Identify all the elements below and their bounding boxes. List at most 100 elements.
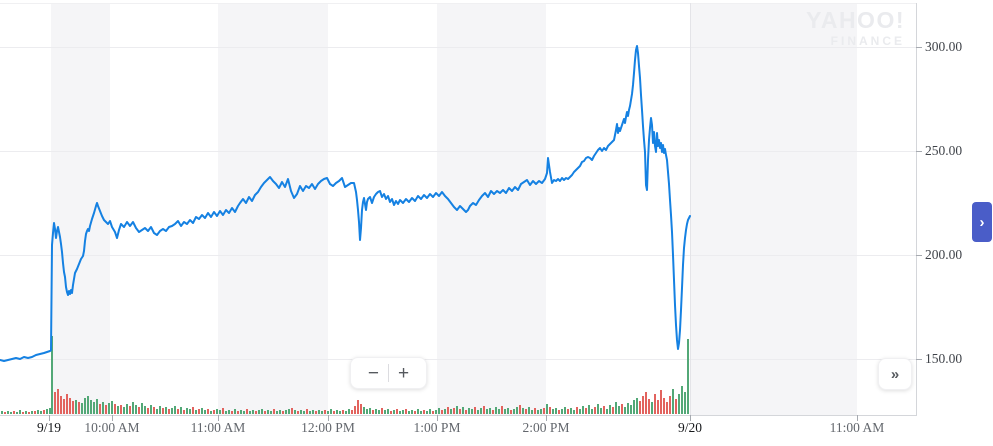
- volume-bar: [63, 399, 65, 414]
- volume-bar: [183, 410, 185, 414]
- volume-bar: [252, 410, 254, 414]
- volume-bar: [660, 390, 662, 414]
- volume-bar: [105, 405, 107, 414]
- price-line: [0, 45, 691, 362]
- volume-bar: [549, 407, 551, 414]
- volume-bar: [612, 407, 614, 414]
- volume-bar: [633, 400, 635, 414]
- volume-bar: [459, 409, 461, 414]
- volume-bar: [123, 407, 125, 414]
- volume-bar: [504, 409, 506, 414]
- volume-bar: [213, 410, 215, 414]
- volume-bar: [276, 411, 278, 414]
- expand-chart-button[interactable]: »: [878, 358, 912, 390]
- volume-bar: [40, 411, 42, 414]
- volume-bar: [69, 398, 71, 414]
- volume-bar: [537, 410, 539, 414]
- volume-bar: [156, 409, 158, 414]
- double-chevron-right-icon: »: [890, 365, 900, 383]
- volume-bar: [147, 408, 149, 414]
- volume-bar: [249, 411, 251, 414]
- volume-bar: [426, 411, 428, 414]
- volume-bar: [225, 411, 227, 414]
- zoom-in-button[interactable]: +: [398, 362, 410, 384]
- volume-bar: [10, 412, 12, 414]
- volume-bar: [669, 396, 671, 414]
- volume-bar: [432, 411, 434, 414]
- volume-bar: [522, 408, 524, 414]
- y-axis-price-label: 300.00: [925, 39, 963, 54]
- volume-bar: [651, 402, 653, 414]
- volume-bar: [672, 389, 674, 414]
- zoom-out-button[interactable]: −: [367, 362, 379, 384]
- volume-bar: [681, 386, 683, 414]
- volume-bar: [588, 405, 590, 414]
- volume-bar: [393, 410, 395, 414]
- side-panel-toggle-tab[interactable]: ›: [972, 202, 992, 242]
- volume-bar: [186, 408, 188, 414]
- volume-bar: [246, 409, 248, 414]
- volume-bar: [31, 411, 33, 414]
- volume-bar: [315, 411, 317, 414]
- hour-band: [218, 3, 328, 415]
- volume-bar: [615, 402, 617, 414]
- volume-bar: [135, 405, 137, 414]
- volume-bar: [582, 406, 584, 414]
- hour-band: [690, 3, 857, 415]
- volume-bar: [324, 410, 326, 414]
- volume-bar: [336, 410, 338, 414]
- volume-bar: [7, 411, 9, 414]
- volume-bar: [525, 409, 527, 414]
- volume-bar: [447, 407, 449, 414]
- volume-bar: [444, 409, 446, 414]
- volume-bar: [255, 411, 257, 414]
- volume-bar: [306, 409, 308, 414]
- volume-bar: [390, 411, 392, 414]
- volume-bar: [573, 410, 575, 414]
- volume-bar: [321, 411, 323, 414]
- volume-bar: [28, 412, 30, 414]
- volume-bar: [210, 411, 212, 414]
- volume-bar: [402, 410, 404, 414]
- volume-bar: [351, 410, 353, 414]
- volume-bar: [603, 406, 605, 414]
- volume-bar: [81, 403, 83, 414]
- hour-band: [437, 3, 546, 415]
- volume-bar: [25, 411, 27, 414]
- volume-bar: [180, 407, 182, 414]
- volume-bar: [471, 409, 473, 414]
- volume-bar: [450, 409, 452, 414]
- volume-bar: [168, 409, 170, 414]
- volume-bar: [384, 410, 386, 414]
- volume-bar: [267, 410, 269, 414]
- volume-bar: [258, 410, 260, 414]
- volume-bar: [624, 407, 626, 414]
- volume-bar: [264, 411, 266, 414]
- volume-bar: [57, 389, 59, 414]
- volume-bar: [291, 408, 293, 414]
- volume-bar: [540, 409, 542, 414]
- y-axis-price-label: 250.00: [925, 143, 963, 158]
- volume-bar: [357, 400, 359, 414]
- x-axis-label: 9/19: [36, 420, 62, 435]
- volume-bar: [144, 406, 146, 414]
- volume-bar: [498, 409, 500, 414]
- yahoo-finance-logo: YAHOO! FINANCE: [806, 9, 905, 48]
- volume-bar: [546, 404, 548, 414]
- volume-bar: [474, 407, 476, 414]
- volume-bar: [456, 406, 458, 414]
- volume-bar: [270, 411, 272, 414]
- volume-bar: [126, 404, 128, 414]
- volume-bar: [684, 392, 686, 414]
- volume-bar: [363, 407, 365, 414]
- volume-bar: [84, 398, 86, 414]
- volume-bar: [648, 399, 650, 414]
- volume-bar: [34, 411, 36, 414]
- volume-bar: [543, 408, 545, 414]
- volume-bar: [567, 409, 569, 414]
- volume-bar: [93, 402, 95, 414]
- volume-bar: [387, 409, 389, 414]
- volume-bar: [480, 408, 482, 414]
